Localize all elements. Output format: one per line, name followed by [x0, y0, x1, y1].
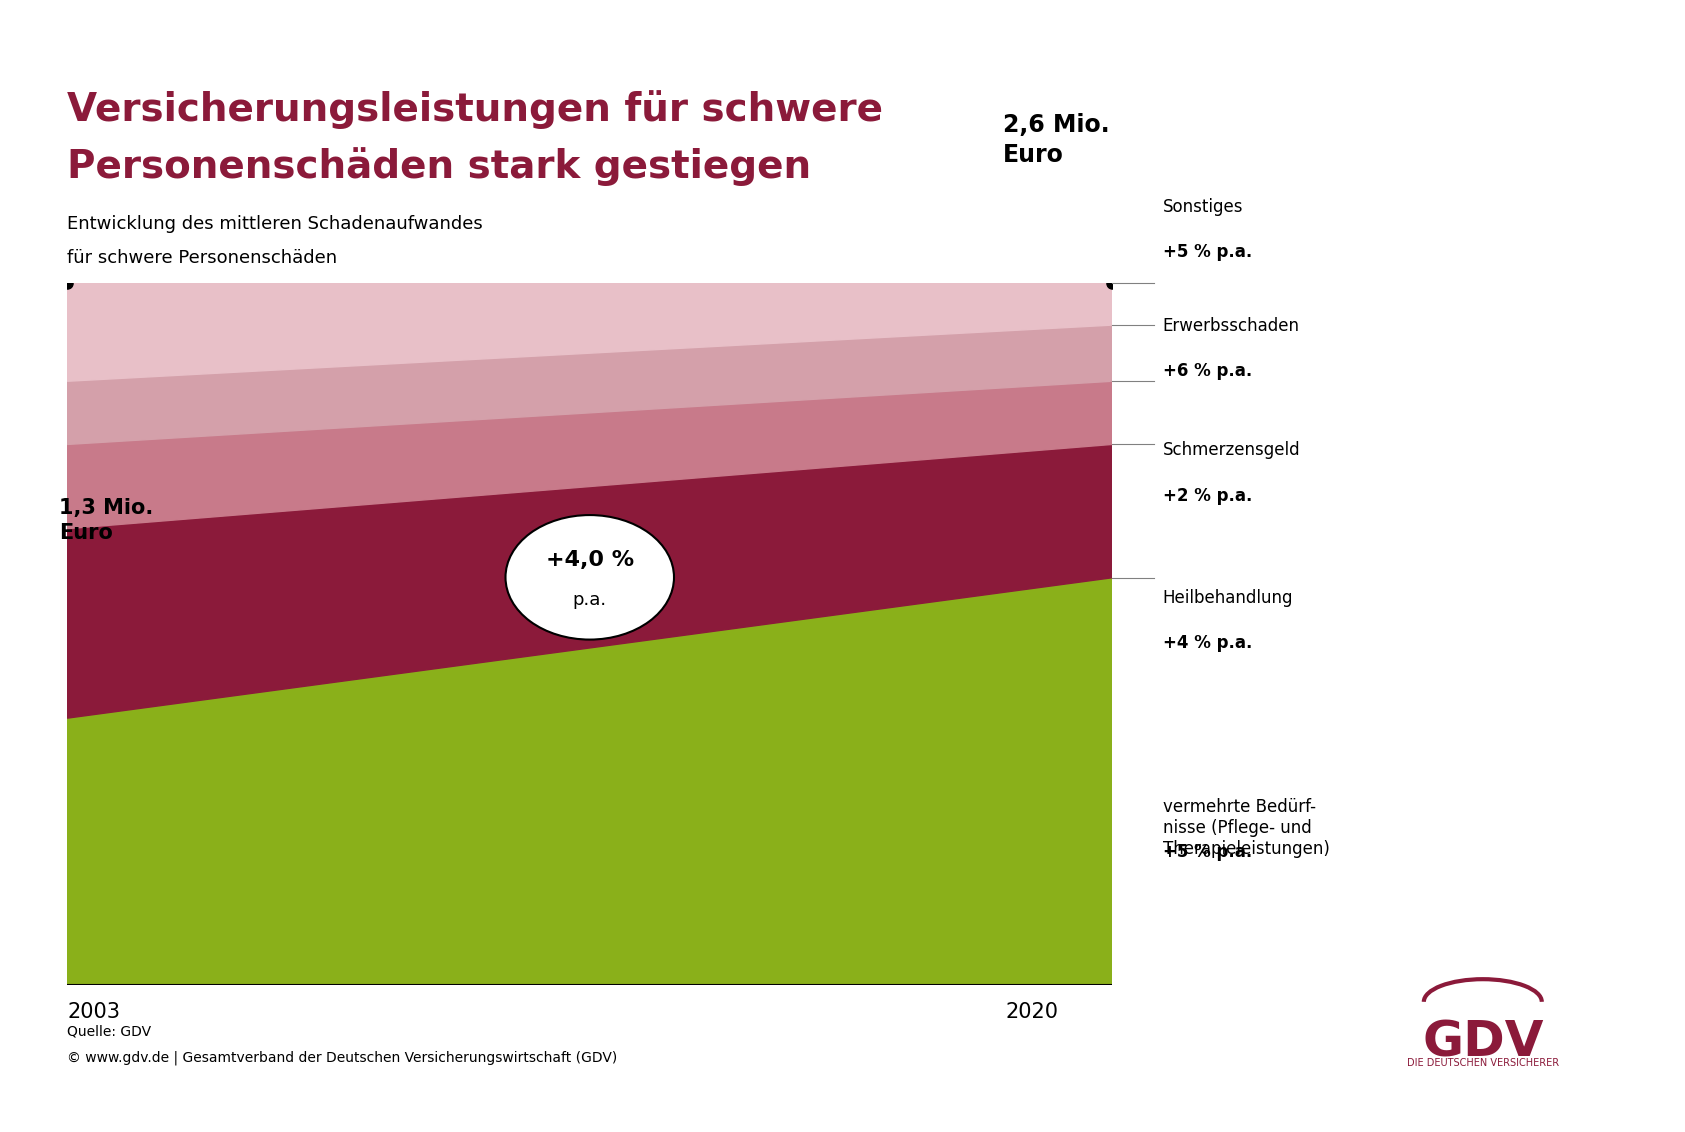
Text: +4 % p.a.: +4 % p.a.: [1163, 634, 1252, 652]
Text: 1,3 Mio.
Euro: 1,3 Mio. Euro: [59, 498, 153, 543]
Text: DIE DEUTSCHEN VERSICHERER: DIE DEUTSCHEN VERSICHERER: [1407, 1058, 1559, 1069]
Text: 2,6 Mio.
Euro: 2,6 Mio. Euro: [1003, 113, 1109, 166]
Polygon shape: [67, 283, 1112, 381]
Text: +6 % p.a.: +6 % p.a.: [1163, 362, 1252, 380]
Polygon shape: [67, 577, 1112, 985]
Text: +5 % p.a.: +5 % p.a.: [1163, 843, 1252, 861]
Text: 2003: 2003: [67, 1002, 120, 1022]
Text: © www.gdv.de | Gesamtverband der Deutschen Versicherungswirtschaft (GDV): © www.gdv.de | Gesamtverband der Deutsch…: [67, 1050, 618, 1065]
Polygon shape: [67, 445, 1112, 718]
Text: +5 % p.a.: +5 % p.a.: [1163, 243, 1252, 261]
Text: +2 % p.a.: +2 % p.a.: [1163, 487, 1252, 505]
Text: vermehrte Bedürf-
nisse (Pflege- und
Therapieleistungen): vermehrte Bedürf- nisse (Pflege- und The…: [1163, 798, 1329, 858]
Text: p.a.: p.a.: [573, 591, 607, 609]
Text: 2020: 2020: [1006, 1002, 1058, 1022]
Text: Heilbehandlung: Heilbehandlung: [1163, 589, 1292, 607]
Text: Entwicklung des mittleren Schadenaufwandes: Entwicklung des mittleren Schadenaufwand…: [67, 215, 484, 233]
Text: Schmerzensgeld: Schmerzensgeld: [1163, 441, 1301, 460]
Text: +4,0 %: +4,0 %: [546, 550, 634, 571]
Text: Sonstiges: Sonstiges: [1163, 198, 1244, 216]
Text: Erwerbsschaden: Erwerbsschaden: [1163, 317, 1299, 335]
Text: für schwere Personenschäden: für schwere Personenschäden: [67, 249, 337, 267]
Text: Personenschäden stark gestiegen: Personenschäden stark gestiegen: [67, 147, 812, 186]
Polygon shape: [67, 381, 1112, 529]
Text: Versicherungsleistungen für schwere: Versicherungsleistungen für schwere: [67, 91, 883, 129]
Polygon shape: [67, 325, 1112, 445]
Text: GDV: GDV: [1422, 1019, 1543, 1066]
Text: Quelle: GDV: Quelle: GDV: [67, 1024, 152, 1038]
